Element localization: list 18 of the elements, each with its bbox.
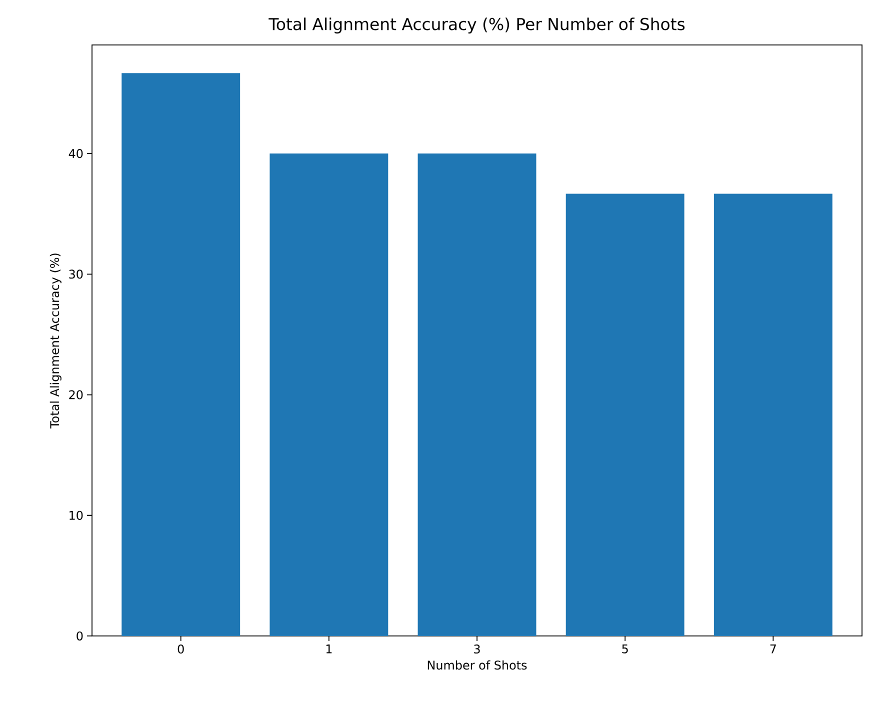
bar: [566, 194, 684, 636]
bar: [270, 154, 388, 636]
y-tick-label: 30: [69, 270, 83, 279]
x-tick-label: 7: [770, 644, 776, 654]
y-tick-label: 10: [70, 510, 83, 520]
x-tick-label: 3: [474, 644, 480, 654]
bar: [714, 194, 832, 636]
x-tick-label: 1: [326, 644, 332, 654]
y-axis-title: Total Alignment Accuracy (%): [50, 254, 62, 428]
bar: [122, 73, 240, 636]
y-tick-label: 0: [76, 631, 83, 641]
y-tick-label: 20: [69, 390, 83, 400]
bar: [418, 154, 536, 636]
y-tick-label: 40: [68, 149, 83, 158]
x-axis-title: Number of Shots: [428, 660, 527, 670]
chart-title: Total Alignment Accuracy (%) Per Number of Shots: [268, 18, 685, 34]
x-tick-label: 0: [178, 644, 184, 654]
x-tick-label: 5: [622, 644, 628, 654]
